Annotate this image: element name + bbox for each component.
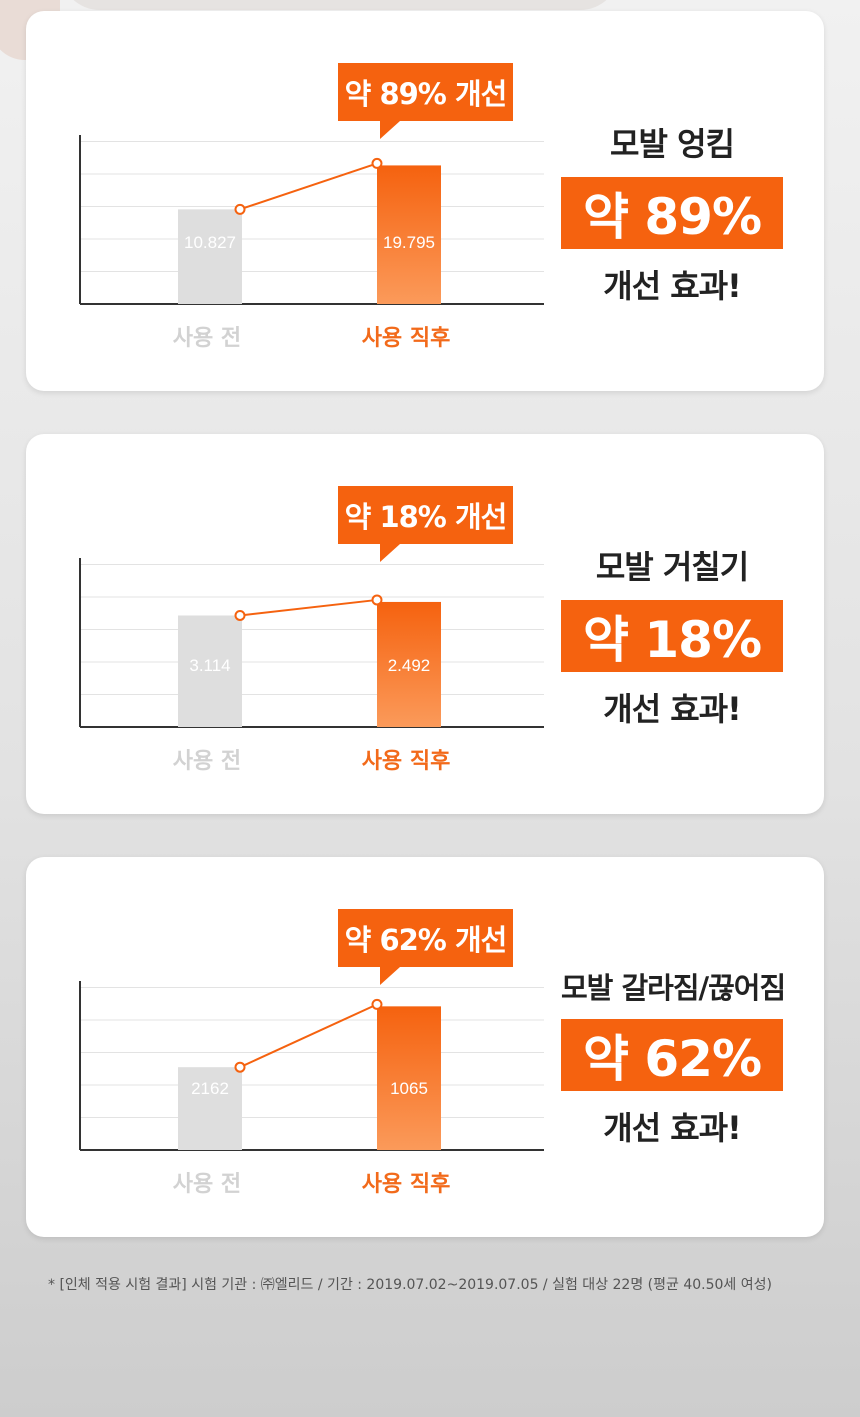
x-label-before: 사용 전	[172, 1172, 242, 1197]
effect-summary: 모발 거칠기 약 18% 개선 효과!	[561, 542, 783, 730]
point-after	[371, 594, 383, 606]
bar-before	[178, 209, 242, 304]
effect-percent: 약 89%	[561, 177, 783, 249]
x-label-before: 사용 전	[172, 326, 242, 351]
bar-before	[178, 1067, 242, 1150]
bar-after	[377, 165, 441, 304]
point-after	[371, 157, 383, 169]
effect-percent: 약 62%	[561, 1019, 783, 1091]
bar-value-label: 2162	[191, 1079, 229, 1098]
bar-value-label: 10.827	[184, 233, 236, 252]
effect-caption: 개선 효과!	[603, 267, 742, 305]
effect-summary: 모발 엉킴 약 89% 개선 효과!	[561, 119, 783, 307]
test-footnote: * [인체 적용 시험 결과] 시험 기관 : ㈜엘리드 / 기간 : 2019…	[48, 1277, 772, 1293]
x-label-after: 사용 직후	[361, 749, 451, 774]
result-card-split-ends: 2162 1065 약 62% 개선 사용 전 사용 직후 모발 갈라짐/끊어짐 …	[26, 857, 824, 1237]
trend-line	[239, 162, 378, 211]
bar-value-label: 19.795	[383, 233, 435, 252]
trend-line	[239, 1003, 378, 1069]
background-model-image	[60, 0, 620, 10]
point-after	[371, 998, 383, 1010]
point-before	[234, 609, 246, 621]
effect-summary: 모발 갈라짐/끊어짐 약 62% 개선 효과!	[561, 965, 786, 1149]
bar-value-label: 1065	[390, 1079, 428, 1098]
effect-title: 모발 갈라짐/끊어짐	[561, 971, 786, 1005]
bar-after	[377, 601, 441, 727]
point-before	[234, 203, 246, 215]
effect-title: 모발 엉킴	[610, 125, 735, 163]
chart-split-ends: 2162 1065	[79, 981, 544, 1151]
x-label-before: 사용 전	[172, 749, 242, 774]
x-label-after: 사용 직후	[361, 1172, 451, 1197]
bar-value-label: 3.114	[189, 656, 230, 675]
improvement-badge: 약 18% 개선	[338, 486, 513, 562]
improvement-badge: 약 62% 개선	[338, 909, 513, 985]
result-card-tangling: 10.827 19.795 약 89% 개선 사용 전 사용 직후 모발 엉킴 약…	[26, 11, 824, 391]
effect-caption: 개선 효과!	[603, 1109, 742, 1147]
bar-after	[377, 1006, 441, 1150]
effect-title: 모발 거칠기	[595, 548, 749, 586]
point-before	[234, 1061, 246, 1073]
improvement-badge: 약 89% 개선	[338, 63, 513, 139]
result-card-roughness: 3.114 2.492 약 18% 개선 사용 전 사용 직후 모발 거칠기 약 …	[26, 434, 824, 814]
effect-percent: 약 18%	[561, 600, 783, 672]
trend-line	[239, 598, 378, 617]
x-label-after: 사용 직후	[361, 326, 451, 351]
bar-value-label: 2.492	[388, 656, 431, 675]
effect-caption: 개선 효과!	[603, 690, 742, 728]
chart-tangling: 10.827 19.795	[79, 135, 544, 305]
bar-before	[178, 615, 242, 727]
chart-roughness: 3.114 2.492	[79, 558, 544, 728]
